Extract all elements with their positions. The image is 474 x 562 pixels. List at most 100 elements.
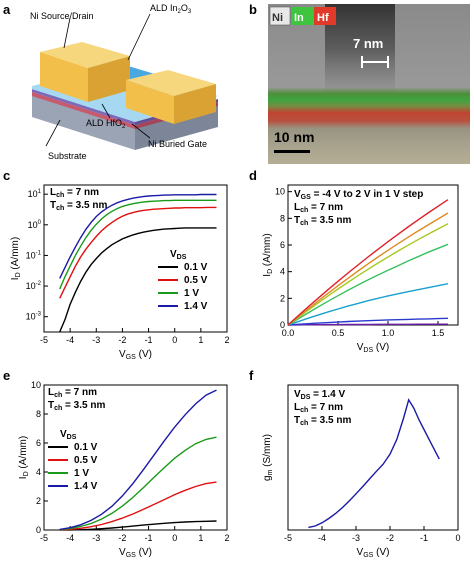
x-tick-label: -3 <box>92 533 100 543</box>
panel-label-b: b <box>249 2 257 17</box>
series-line <box>287 243 449 326</box>
series-line <box>59 199 217 290</box>
panel-label-e: e <box>3 368 10 383</box>
annotation: Lch = 7 nm <box>294 202 343 214</box>
x-axis-label: VGS (V) <box>119 349 152 361</box>
x-tick-label: 0.5 <box>332 328 345 338</box>
y-tick-label: 4 <box>280 267 285 277</box>
y-tick-label: 8 <box>36 409 41 419</box>
y-tick-label: 10 <box>31 380 41 390</box>
y-tick-label: 2 <box>36 496 41 506</box>
series-line <box>59 481 217 531</box>
source-contact-front <box>40 52 88 102</box>
ni-source-region <box>325 4 395 94</box>
legend-label: 1 V <box>74 468 89 479</box>
buried-gate-layer <box>32 92 135 129</box>
x-tick-label: 0 <box>455 533 460 543</box>
legend-hf-box <box>314 7 336 25</box>
annotation: VGS = -4 V to 2 V in 1 V step <box>294 189 423 201</box>
series-line <box>59 520 217 531</box>
eds-map: Ni In Hf 7 nm 10 nm <box>268 4 470 164</box>
series-line <box>59 389 217 531</box>
series-line <box>287 223 449 326</box>
series-line <box>59 227 217 333</box>
x-tick-label: 0 <box>172 533 177 543</box>
y-tick-label: 6 <box>280 240 285 250</box>
source-contact-side <box>88 56 130 102</box>
callout-substrate <box>45 119 61 147</box>
panel-label-c: c <box>3 168 10 183</box>
y-tick-label: 0 <box>36 525 41 535</box>
y-tick-label: 6 <box>36 438 41 448</box>
x-tick-label: 1.5 <box>432 328 445 338</box>
y-tick-label: 10-1 <box>26 250 42 260</box>
x-tick-label: -1 <box>420 533 428 543</box>
y-tick-label: 100 <box>28 220 42 230</box>
panel-label-d: d <box>249 168 257 183</box>
plot-frame <box>43 184 228 333</box>
legend-hf: Hf <box>317 12 329 24</box>
x-tick-label: 2 <box>224 335 229 345</box>
series-line <box>308 398 440 529</box>
x-tick-label: -1 <box>145 335 153 345</box>
legend-title: VDS <box>60 429 77 441</box>
x-tick-label: 1.0 <box>382 328 395 338</box>
x-tick-label: -4 <box>66 335 74 345</box>
label-source-drain: Ni Source/Drain <box>30 11 94 21</box>
label-ald-in2o3: ALD In2O3 <box>150 3 192 15</box>
substrate-front <box>32 95 135 150</box>
y-tick-label: 10-3 <box>26 312 42 322</box>
legend-label: 1.4 V <box>184 301 208 312</box>
x-axis-label: VGS (V) <box>357 547 390 559</box>
y-tick-label: 10 <box>275 187 285 197</box>
series-line <box>59 436 217 531</box>
x-axis-label: VGS (V) <box>119 547 152 559</box>
series-line <box>287 212 449 326</box>
chart-c: -5 -4 -3 -2 -1 0 1 2 101 100 10-1 10-2 10-3 VGS (V) ID… <box>10 184 230 361</box>
series-line <box>287 199 449 326</box>
x-tick-label: -4 <box>66 533 74 543</box>
annotation: Lch = 7 nm <box>48 387 97 399</box>
y-axis-label: ID (A/mm) <box>262 233 274 276</box>
plot-frame <box>43 384 228 531</box>
panel-label-a: a <box>3 2 11 17</box>
series-line <box>59 206 217 299</box>
x-tick-label: 2 <box>224 533 229 543</box>
callout-in2o3 <box>127 13 151 61</box>
legend-label: 0.1 V <box>184 262 208 273</box>
series-line <box>287 317 449 326</box>
x-tick-label: -2 <box>118 533 126 543</box>
series-line <box>287 283 449 326</box>
x-tick-label: 1 <box>198 335 203 345</box>
y-axis-label: ID (A/mm) <box>18 436 30 479</box>
legend-label: 1 V <box>184 288 199 299</box>
chart-f: -5 -4 -3 -2 -1 0 VGS (V) gm (S/mm) VDS = 1.4 VLc… <box>262 384 461 559</box>
annotation: Tch = 3.5 nm <box>294 215 351 227</box>
label-buried-gate: Ni Buried Gate <box>148 139 207 149</box>
x-tick-label: -3 <box>92 335 100 345</box>
legend-title: VDS <box>170 249 187 261</box>
y-tick-label: 4 <box>36 467 41 477</box>
x-tick-label: -2 <box>386 533 394 543</box>
scale-label-7nm: 7 nm <box>353 36 383 51</box>
x-tick-label: 0 <box>172 335 177 345</box>
ni-gate-region <box>268 110 470 164</box>
drain-contact-top <box>126 70 216 96</box>
drain-contact-side <box>174 84 216 124</box>
label-substrate: Substrate <box>48 151 87 161</box>
chart-e: -5 -4 -3 -2 -1 0 1 2 0 2 4 6 8 10 VGS (V) ID (A/mm) Lch … <box>18 380 230 559</box>
legend-in-box <box>291 7 313 25</box>
x-tick-label: -1 <box>145 533 153 543</box>
x-tick-label: -5 <box>40 335 48 345</box>
annotation: Tch = 3.5 nm <box>294 415 351 427</box>
annotation: VDS = 1.4 V <box>294 389 345 401</box>
legend-label: 0.5 V <box>74 455 98 466</box>
annotation: Tch = 3.5 nm <box>50 200 107 212</box>
series-line <box>59 193 217 279</box>
plot-frame <box>287 384 459 531</box>
x-tick-label: 0.0 <box>282 328 295 338</box>
annotation: Lch = 7 nm <box>294 402 343 414</box>
x-tick-label: -5 <box>40 533 48 543</box>
y-tick-label: 0 <box>280 320 285 330</box>
